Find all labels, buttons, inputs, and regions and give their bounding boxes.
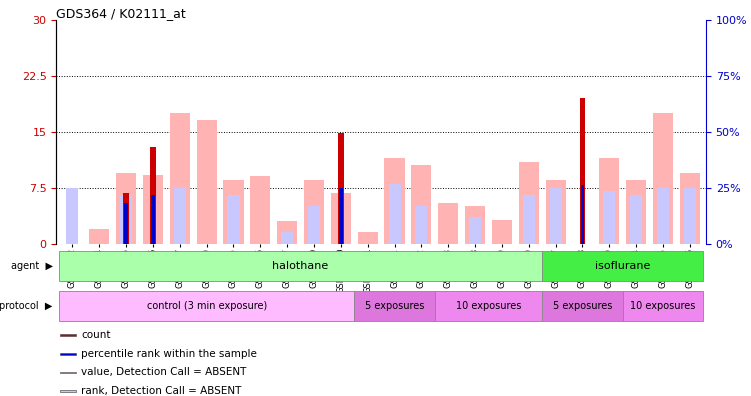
Bar (415, 206, 427, 244)
Bar (120, 195, 132, 244)
Bar (385, 158, 405, 244)
Bar (542, 251, 703, 282)
Bar (354, 291, 435, 321)
Bar (523, 195, 535, 244)
Bar (59, 251, 542, 282)
Text: protocol  ▶: protocol ▶ (0, 301, 53, 311)
Bar (542, 291, 623, 321)
Bar (89, 228, 110, 244)
Bar (581, 185, 584, 244)
Bar (630, 195, 642, 244)
Bar (170, 113, 190, 244)
Bar (59, 371, 76, 373)
Bar (59, 390, 76, 392)
Text: 5 exposures: 5 exposures (365, 301, 424, 311)
Bar (338, 133, 344, 244)
Bar (519, 162, 538, 244)
Bar (330, 193, 351, 244)
Bar (657, 188, 669, 244)
Bar (277, 221, 297, 244)
Bar (388, 184, 400, 244)
Bar (123, 193, 129, 244)
Bar (684, 188, 696, 244)
Bar (228, 195, 240, 244)
Text: count: count (81, 330, 110, 340)
Bar (59, 334, 76, 336)
Text: rank, Detection Call = ABSENT: rank, Detection Call = ABSENT (81, 386, 241, 396)
Text: control (3 min exposure): control (3 min exposure) (146, 301, 267, 311)
Bar (599, 158, 620, 244)
Text: 10 exposures: 10 exposures (456, 301, 521, 311)
Bar (435, 291, 542, 321)
Bar (603, 191, 615, 244)
Bar (66, 188, 78, 244)
Bar (357, 232, 378, 244)
Bar (250, 176, 270, 244)
Bar (545, 180, 566, 244)
Bar (438, 202, 458, 244)
Bar (550, 188, 562, 244)
Bar (59, 353, 76, 354)
Text: halothane: halothane (273, 261, 329, 271)
Bar (116, 173, 136, 244)
Bar (680, 173, 700, 244)
Bar (281, 232, 293, 244)
Bar (339, 188, 342, 244)
Bar (626, 180, 646, 244)
Text: 5 exposures: 5 exposures (553, 301, 612, 311)
Bar (173, 188, 185, 244)
Bar (412, 165, 432, 244)
Text: percentile rank within the sample: percentile rank within the sample (81, 349, 257, 359)
Bar (653, 113, 673, 244)
Bar (465, 206, 485, 244)
Bar (580, 98, 586, 244)
Bar (308, 206, 320, 244)
Text: 10 exposures: 10 exposures (630, 301, 695, 311)
Bar (125, 202, 128, 244)
Bar (197, 120, 217, 244)
Text: GDS364 / K02111_at: GDS364 / K02111_at (56, 7, 186, 20)
Bar (224, 180, 243, 244)
Text: isoflurane: isoflurane (595, 261, 650, 271)
Bar (304, 180, 324, 244)
Bar (151, 195, 155, 244)
Bar (143, 175, 163, 244)
Bar (492, 220, 512, 244)
Text: value, Detection Call = ABSENT: value, Detection Call = ABSENT (81, 367, 246, 377)
Bar (469, 217, 481, 244)
Bar (59, 291, 354, 321)
Text: agent  ▶: agent ▶ (11, 261, 53, 271)
Bar (623, 291, 703, 321)
Bar (150, 147, 156, 244)
